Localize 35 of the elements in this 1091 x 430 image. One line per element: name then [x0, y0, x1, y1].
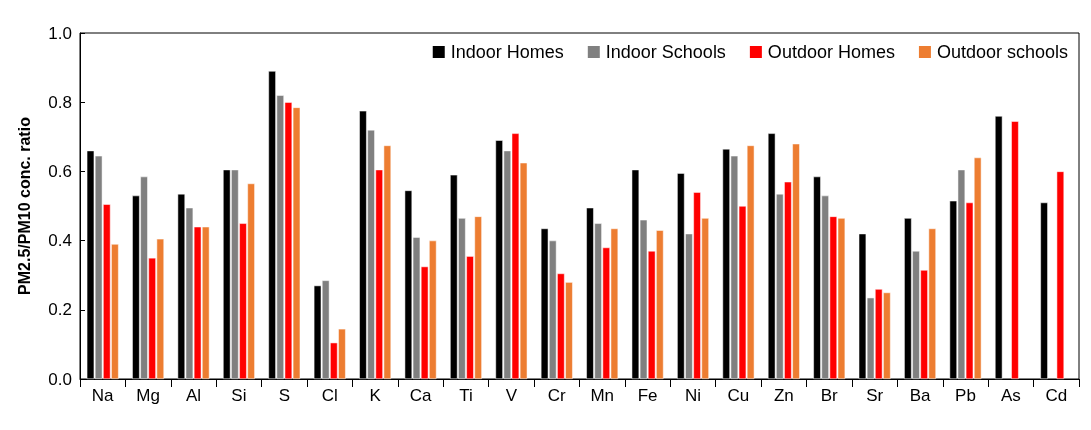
x-tick-label: V — [505, 386, 518, 405]
x-tick-label: Si — [231, 386, 247, 405]
legend-label: Indoor Schools — [605, 42, 726, 62]
x-tick-label: S — [278, 386, 291, 405]
y-tick-label: 0.6 — [48, 161, 72, 181]
x-tick-label: Cr — [547, 386, 567, 405]
x-tick-label: Mn — [590, 386, 615, 405]
x-tick-label: Ni — [684, 386, 702, 405]
legend-label: Outdoor schools — [936, 42, 1069, 62]
y-axis-title: PM2.5/PM10 conc. ratio — [15, 116, 33, 295]
legend-label: Indoor Homes — [450, 42, 564, 62]
y-tick-label: 0.8 — [48, 92, 72, 112]
x-tick-label: Fe — [637, 386, 658, 405]
x-tick-label: Ba — [909, 386, 932, 405]
bar — [1011, 121, 1019, 379]
x-tick-label: Ca — [409, 386, 432, 405]
y-tick-label: 0.2 — [48, 300, 72, 320]
x-tick-label: Mg — [136, 386, 160, 405]
y-tick-label: 1.0 — [48, 23, 72, 43]
y-tick-label: 0.4 — [48, 231, 72, 251]
legend-label: Outdoor Homes — [767, 42, 895, 62]
x-tick-label: Cd — [1045, 386, 1068, 405]
x-tick-label: Na — [91, 386, 115, 405]
x-tick-label: Zn — [773, 386, 794, 405]
x-tick-label: Al — [185, 386, 202, 405]
x-tick-label: Cl — [321, 386, 338, 405]
x-tick-label: Pb — [955, 386, 976, 405]
x-tick-label: Sr — [866, 386, 884, 405]
x-tick-label: Ti — [459, 386, 473, 405]
bar — [1056, 171, 1065, 379]
x-tick-label: As — [1000, 386, 1021, 405]
x-tick-label: K — [369, 386, 382, 405]
y-tick-label: 0.0 — [48, 369, 72, 389]
x-tick-label: Br — [820, 386, 839, 405]
x-tick-label: Cu — [727, 386, 750, 405]
